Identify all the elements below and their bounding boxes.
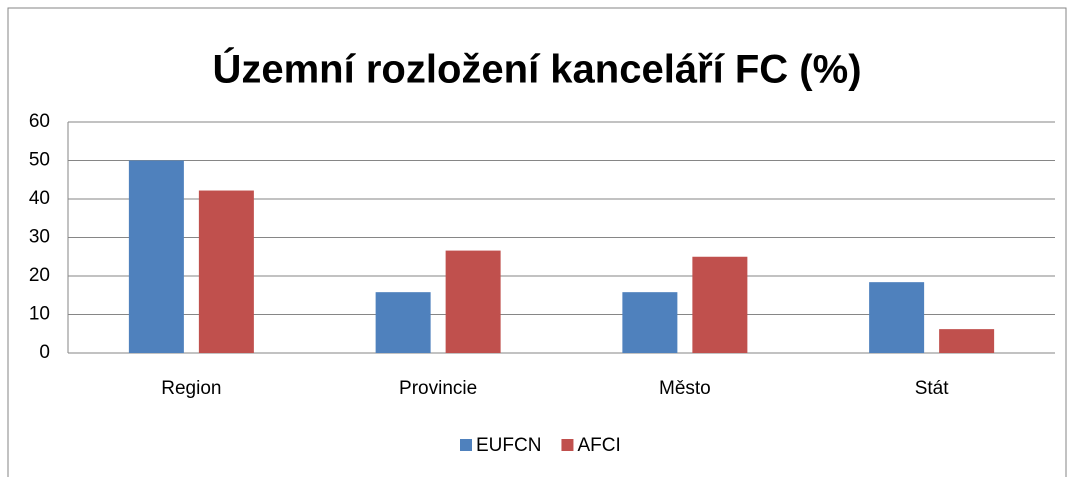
y-tick-label: 50 xyxy=(29,150,50,171)
x-tick-label: Město xyxy=(659,378,711,399)
x-tick-label: Stát xyxy=(915,378,950,399)
y-tick-label: 20 xyxy=(29,265,50,286)
legend-label: EUFCN xyxy=(476,435,541,456)
bar xyxy=(375,292,431,353)
y-tick-label: 30 xyxy=(29,227,50,248)
x-tick-label: Region xyxy=(161,378,221,399)
x-tick-label: Provincie xyxy=(399,378,477,399)
legend-swatch xyxy=(561,439,574,451)
chart-title: Územní rozložení kanceláří FC (%) xyxy=(212,46,861,92)
bar xyxy=(128,160,184,353)
bar xyxy=(939,329,995,353)
bar xyxy=(622,292,678,353)
legend-label: AFCI xyxy=(577,435,620,456)
bar xyxy=(445,250,501,353)
y-tick-label: 0 xyxy=(39,342,50,363)
y-tick-label: 10 xyxy=(29,304,50,325)
chart-frame xyxy=(7,7,1067,477)
legend-swatch xyxy=(460,439,472,451)
y-tick-label: 60 xyxy=(29,111,50,132)
bar xyxy=(869,282,925,353)
bar xyxy=(198,190,254,353)
y-tick-label: 40 xyxy=(29,188,50,209)
bar xyxy=(692,256,748,353)
